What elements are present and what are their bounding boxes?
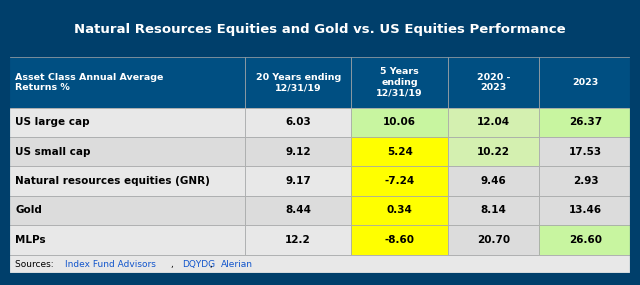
Bar bbox=[8, 108, 245, 137]
Bar bbox=[245, 108, 351, 137]
Text: US small cap: US small cap bbox=[15, 147, 91, 157]
Text: Alerian: Alerian bbox=[221, 260, 253, 269]
Text: MLPs: MLPs bbox=[15, 235, 46, 245]
Text: -7.24: -7.24 bbox=[385, 176, 415, 186]
Text: 17.53: 17.53 bbox=[569, 147, 602, 157]
Bar bbox=[539, 57, 632, 108]
Bar bbox=[245, 196, 351, 225]
Bar bbox=[448, 137, 539, 166]
Text: 10.06: 10.06 bbox=[383, 117, 416, 127]
Text: 2.93: 2.93 bbox=[573, 176, 598, 186]
Bar bbox=[539, 108, 632, 137]
Text: 5.24: 5.24 bbox=[387, 147, 413, 157]
Bar bbox=[448, 57, 539, 108]
Bar bbox=[448, 108, 539, 137]
Text: 9.12: 9.12 bbox=[285, 147, 311, 157]
Text: 26.60: 26.60 bbox=[569, 235, 602, 245]
Bar bbox=[8, 1, 632, 57]
Text: ,: , bbox=[171, 260, 177, 269]
Text: 26.37: 26.37 bbox=[569, 117, 602, 127]
Bar bbox=[8, 255, 632, 275]
Bar bbox=[351, 137, 448, 166]
Bar bbox=[245, 137, 351, 166]
Text: 9.46: 9.46 bbox=[481, 176, 506, 186]
Text: 10.22: 10.22 bbox=[477, 147, 510, 157]
Bar bbox=[448, 196, 539, 225]
Bar bbox=[448, 166, 539, 196]
Bar bbox=[351, 225, 448, 255]
Bar bbox=[245, 225, 351, 255]
Bar bbox=[539, 137, 632, 166]
Text: 20.70: 20.70 bbox=[477, 235, 510, 245]
Text: Natural Resources Equities and Gold vs. US Equities Performance: Natural Resources Equities and Gold vs. … bbox=[74, 23, 566, 36]
Text: ,: , bbox=[210, 260, 215, 269]
Text: 6.03: 6.03 bbox=[285, 117, 311, 127]
Text: Index Fund Advisors: Index Fund Advisors bbox=[65, 260, 156, 269]
Text: 9.17: 9.17 bbox=[285, 176, 311, 186]
Text: 0.34: 0.34 bbox=[387, 205, 413, 215]
Bar bbox=[448, 225, 539, 255]
Bar bbox=[245, 57, 351, 108]
Bar bbox=[8, 225, 245, 255]
Text: 8.14: 8.14 bbox=[481, 205, 506, 215]
Bar bbox=[351, 108, 448, 137]
Text: Gold: Gold bbox=[15, 205, 42, 215]
Text: 20 Years ending
12/31/19: 20 Years ending 12/31/19 bbox=[255, 73, 340, 92]
Text: -8.60: -8.60 bbox=[385, 235, 415, 245]
Bar bbox=[539, 225, 632, 255]
Text: Sources:: Sources: bbox=[15, 260, 57, 269]
Bar bbox=[8, 166, 245, 196]
Text: 13.46: 13.46 bbox=[569, 205, 602, 215]
Text: Natural resources equities (GNR): Natural resources equities (GNR) bbox=[15, 176, 210, 186]
Bar bbox=[351, 57, 448, 108]
Bar bbox=[351, 166, 448, 196]
Text: Asset Class Annual Average
Returns %: Asset Class Annual Average Returns % bbox=[15, 73, 164, 92]
Text: 12.04: 12.04 bbox=[477, 117, 510, 127]
Bar bbox=[539, 196, 632, 225]
Bar bbox=[245, 166, 351, 196]
Text: US large cap: US large cap bbox=[15, 117, 90, 127]
Text: 12.2: 12.2 bbox=[285, 235, 311, 245]
Text: 8.44: 8.44 bbox=[285, 205, 311, 215]
Bar bbox=[8, 57, 245, 108]
Text: 2020 -
2023: 2020 - 2023 bbox=[477, 73, 510, 92]
Bar bbox=[8, 137, 245, 166]
Bar bbox=[351, 196, 448, 225]
Text: DQYDG: DQYDG bbox=[182, 260, 215, 269]
Bar bbox=[539, 166, 632, 196]
Text: 2023: 2023 bbox=[572, 78, 598, 87]
Bar bbox=[8, 196, 245, 225]
Text: 5 Years
ending
12/31/19: 5 Years ending 12/31/19 bbox=[376, 68, 423, 97]
